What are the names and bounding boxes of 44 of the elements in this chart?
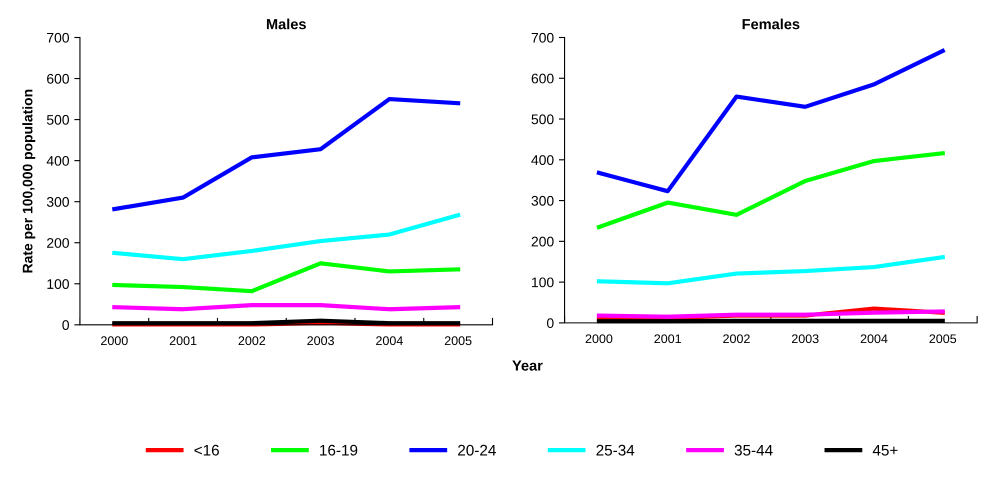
line-series bbox=[112, 96, 460, 212]
x-tick-label: 2004 bbox=[376, 336, 403, 346]
x-tick-label: 2000 bbox=[101, 336, 128, 346]
line-series bbox=[112, 213, 460, 262]
y-tick-label: 700 bbox=[532, 32, 554, 43]
x-axis-title: Year bbox=[512, 360, 543, 371]
y-tick-label: 0 bbox=[62, 320, 69, 330]
x-tick-label: 2001 bbox=[654, 334, 681, 344]
chart-title: Females bbox=[742, 18, 800, 30]
legend-label: 35-44 bbox=[734, 444, 773, 456]
legend-label: 45+ bbox=[872, 444, 898, 456]
x-tick-label: 2003 bbox=[307, 336, 334, 346]
line-series bbox=[596, 255, 945, 286]
y-tick-label: 500 bbox=[46, 114, 69, 125]
y-tick-label: 400 bbox=[46, 156, 69, 166]
x-tick-label: 2003 bbox=[792, 334, 819, 344]
y-tick-label: 100 bbox=[532, 277, 554, 288]
y-tick-label: 200 bbox=[532, 236, 554, 247]
y-tick-label: 200 bbox=[47, 238, 69, 248]
y-axis-title: Rate per 100,000 population bbox=[22, 90, 36, 272]
x-tick-label: 2001 bbox=[170, 336, 196, 346]
y-tick-label: 600 bbox=[532, 74, 554, 84]
x-tick-label: 2005 bbox=[929, 334, 956, 344]
x-tick-label: 2002 bbox=[723, 334, 750, 344]
y-tick-label: 300 bbox=[532, 196, 554, 206]
x-tick-label: 2005 bbox=[444, 336, 472, 346]
legend-label: 25-34 bbox=[596, 444, 634, 456]
legend-label: 20-24 bbox=[458, 444, 496, 456]
line-series bbox=[596, 151, 945, 230]
chart-title: Males bbox=[266, 18, 306, 30]
x-tick-label: 2000 bbox=[586, 334, 612, 344]
y-tick-label: 500 bbox=[532, 114, 554, 124]
y-tick-label: 700 bbox=[47, 32, 69, 43]
legend-label: <16 bbox=[194, 444, 219, 456]
legend-label: 16-19 bbox=[320, 444, 358, 456]
y-tick-label: 300 bbox=[46, 197, 69, 207]
y-tick-label: 400 bbox=[531, 155, 554, 165]
x-tick-label: 2002 bbox=[238, 336, 266, 346]
y-tick-label: 600 bbox=[47, 74, 69, 84]
line-series bbox=[596, 48, 945, 194]
y-tick-label: 0 bbox=[546, 318, 554, 328]
x-tick-label: 2004 bbox=[860, 334, 888, 344]
line-series bbox=[112, 261, 460, 294]
y-tick-label: 100 bbox=[47, 279, 69, 289]
